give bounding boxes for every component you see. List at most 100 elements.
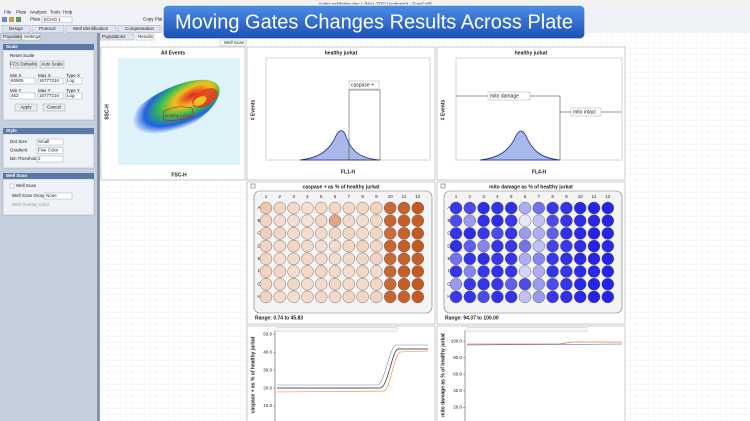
well[interactable]	[505, 239, 518, 253]
well[interactable]	[518, 278, 532, 291]
well[interactable]	[384, 227, 397, 240]
well[interactable]	[505, 214, 518, 227]
well[interactable]	[601, 201, 614, 215]
well[interactable]	[411, 265, 424, 278]
well[interactable]	[532, 278, 545, 291]
well[interactable]	[397, 290, 411, 304]
well[interactable]	[546, 265, 559, 278]
input[interactable]	[36, 138, 64, 146]
well[interactable]	[505, 201, 518, 215]
well[interactable]	[315, 290, 328, 304]
well[interactable]	[574, 278, 587, 291]
well[interactable]	[601, 227, 614, 240]
well[interactable]	[411, 214, 424, 227]
combo-box[interactable]	[41, 16, 73, 23]
well[interactable]	[574, 227, 587, 240]
well[interactable]	[477, 201, 490, 215]
well[interactable]	[518, 265, 532, 278]
button[interactable]	[39, 60, 65, 69]
well[interactable]	[328, 278, 342, 291]
well[interactable]	[574, 239, 587, 253]
well[interactable]	[601, 265, 614, 278]
input[interactable]	[37, 77, 64, 85]
well[interactable]	[601, 214, 614, 227]
well[interactable]	[587, 278, 601, 291]
well[interactable]	[463, 252, 476, 265]
well[interactable]	[463, 290, 476, 304]
well[interactable]	[463, 227, 476, 240]
input[interactable]	[37, 92, 64, 100]
well[interactable]	[477, 265, 490, 278]
well[interactable]	[356, 214, 369, 227]
well[interactable]	[505, 252, 518, 265]
well[interactable]	[560, 252, 573, 265]
well[interactable]	[449, 201, 463, 215]
well[interactable]	[287, 265, 300, 278]
well[interactable]	[328, 290, 342, 304]
well[interactable]	[397, 227, 411, 240]
well[interactable]	[384, 290, 397, 304]
well[interactable]	[328, 201, 342, 215]
well[interactable]	[315, 239, 328, 253]
well[interactable]	[287, 239, 300, 253]
well[interactable]	[259, 227, 273, 240]
well[interactable]	[301, 239, 314, 253]
well[interactable]	[342, 278, 355, 291]
well[interactable]	[397, 265, 411, 278]
icon[interactable]	[16, 17, 21, 22]
well[interactable]	[560, 265, 573, 278]
input[interactable]	[65, 92, 83, 100]
well[interactable]	[477, 214, 490, 227]
well[interactable]	[370, 290, 383, 304]
well[interactable]	[370, 252, 383, 265]
view-tab[interactable]	[135, 33, 155, 41]
well[interactable]	[259, 201, 273, 215]
well[interactable]	[587, 214, 601, 227]
well[interactable]	[574, 290, 587, 304]
well[interactable]	[463, 201, 476, 215]
well[interactable]	[356, 227, 369, 240]
well[interactable]	[491, 201, 504, 215]
tab[interactable]	[65, 25, 117, 33]
well[interactable]	[449, 290, 463, 304]
well[interactable]	[601, 252, 614, 265]
well[interactable]	[560, 290, 573, 304]
well[interactable]	[384, 252, 397, 265]
well[interactable]	[287, 290, 300, 304]
well[interactable]	[477, 227, 490, 240]
well[interactable]	[315, 252, 328, 265]
button[interactable]	[14, 103, 38, 112]
well[interactable]	[463, 278, 476, 291]
well[interactable]	[587, 227, 601, 240]
well[interactable]	[273, 278, 286, 291]
well[interactable]	[342, 214, 355, 227]
well[interactable]	[287, 227, 300, 240]
well[interactable]	[560, 239, 573, 253]
well[interactable]	[491, 252, 504, 265]
well[interactable]	[587, 239, 601, 253]
well[interactable]	[477, 239, 490, 253]
well[interactable]	[287, 278, 300, 291]
well[interactable]	[342, 252, 355, 265]
well[interactable]	[397, 278, 411, 291]
well[interactable]	[574, 252, 587, 265]
well[interactable]	[301, 201, 314, 215]
well[interactable]	[601, 239, 614, 253]
well[interactable]	[370, 239, 383, 253]
well[interactable]	[273, 214, 286, 227]
well[interactable]	[356, 239, 369, 253]
well[interactable]	[301, 214, 314, 227]
well[interactable]	[574, 214, 587, 227]
well[interactable]	[518, 239, 532, 253]
tab[interactable]	[31, 25, 65, 33]
well[interactable]	[518, 201, 532, 215]
well[interactable]	[273, 227, 286, 240]
well[interactable]	[356, 278, 369, 291]
well[interactable]	[273, 239, 286, 253]
well[interactable]	[397, 239, 411, 253]
well[interactable]	[546, 227, 559, 240]
well[interactable]	[259, 278, 273, 291]
well[interactable]	[449, 227, 463, 240]
well[interactable]	[384, 201, 397, 215]
well[interactable]	[328, 239, 342, 253]
